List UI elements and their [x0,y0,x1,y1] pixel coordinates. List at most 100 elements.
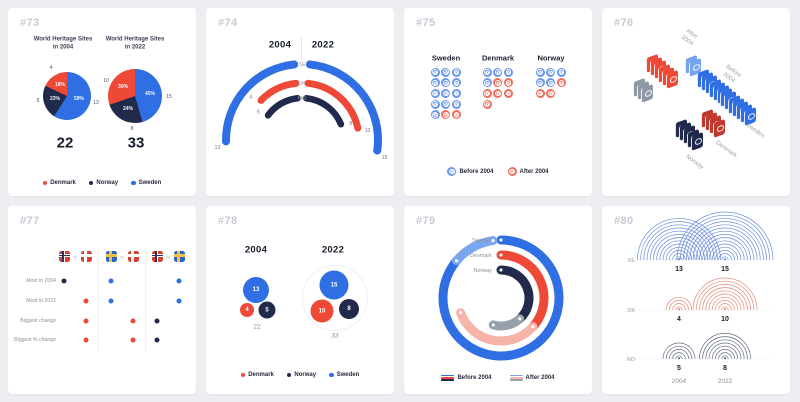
fan-arc-right [711,246,739,261]
card-74[interactable]: #74 2004 2022 SE 13 15 DK 4 10 NO 5 8 [206,8,394,196]
fan-arc-right [721,306,729,311]
winner-dot [83,318,89,324]
pie-value-label: 4 [49,65,53,71]
ring-label: Denmark [470,253,493,259]
heritage-icon [482,67,492,77]
sweden-flag [173,251,185,262]
heritage-icon [430,67,440,77]
heritage-icon [441,110,451,120]
heritage-icon [441,88,451,98]
flag-inner-cross [58,254,70,257]
fan-arc-left [649,230,709,261]
card-76[interactable]: #76 After 2004 Before 2004 Sweden Denmar… [602,8,790,196]
fan-arc-right [721,355,729,360]
fan-arc-right [689,224,761,261]
card-75[interactable]: #75 Sweden Denmark Norway Before 2004 Aft… [404,8,592,196]
radial-svg: Sweden Denmark Norway [438,235,564,361]
fan-arc-right [699,234,751,261]
heritage-icon [441,78,451,88]
pie-value-label: 15 [166,94,172,100]
column-title-denmark: Denmark [481,53,515,63]
arc-value-2022: 10 [365,128,371,134]
vs-label: vs [119,254,125,260]
row-label: Most in 2022 [26,298,56,304]
flag-inner-cross [151,254,163,257]
legend-swatch [509,374,523,381]
heritage-icon [430,99,440,109]
title-line: in 2004 [52,45,74,51]
heritage-icon [535,88,545,98]
heritage-icon [430,78,440,88]
heritage-icon [493,67,503,77]
fan-arc-right [702,237,748,261]
iso-tile [712,118,725,138]
heritage-icon [451,67,461,77]
card-78[interactable]: #78 2004 2022 13 4 5 15 10 8 22 33 Denmark Nor… [206,206,394,394]
heritage-icon [447,167,457,176]
cap-dot [531,325,535,329]
legend-dot [286,372,292,378]
title-line: World Heritage Sites [105,36,165,43]
ring-label: Sweden [472,238,492,244]
card-77[interactable]: #77 vs vs vs Most in 2004 Most in 2022 Bigges… [8,206,196,394]
title-line: in 2022 [124,45,146,51]
fan-center-dot [678,258,680,261]
cap-dot [499,238,503,242]
fan-arc-right [711,345,739,360]
card-80[interactable]: #80 SE 13 15 DK 4 10 NO 5 8 2004 2022 [602,206,790,394]
fan-arc-right [708,243,742,261]
legend-stripe [441,376,455,379]
row-label: Most in 2004 [26,278,56,284]
heritage-icon [556,78,566,88]
card-73[interactable]: #73 World Heritage Sites in 2004 World H… [8,8,196,196]
iso-tile [743,107,756,127]
legend-73: Denmark Norway Sweden [8,180,196,186]
pie-2004-title: World Heritage Sites in 2004 [34,36,93,53]
legend-stripe [509,376,523,379]
table-canvas: vs vs vs Most in 2004 Most in 2022 Biggest ch… [8,206,196,394]
legend-item: Denmark [42,180,76,186]
legend-label: Sweden [336,372,360,378]
fan-arc-right [715,250,735,261]
heritage-icon [507,167,517,176]
norway-flag [58,251,70,262]
fan-arc-right [686,221,764,261]
fan-arc-right [692,277,758,311]
legend-stripe [509,374,523,377]
legend-label: Denmark [50,180,76,186]
ring-after-sweden [452,236,498,266]
fan-arc-right [695,280,755,311]
fan-arc-left [675,256,683,261]
card-79[interactable]: #79 Sweden Denmark Norway Before 2004 After… [404,206,592,394]
picto-grid-norway [535,67,567,99]
iso-canvas [602,8,790,196]
winner-dot [176,298,182,304]
pie-value-label: 8 [130,126,134,132]
winner-dot [108,298,114,304]
fan-arc-right [718,303,732,311]
denmark-flag [127,251,139,262]
column-title-norway: Norway [537,53,565,63]
heritage-icon [441,99,451,109]
legend-78: Denmark Norway Sweden [206,372,394,378]
fan-arc-right [705,290,745,311]
total-2004: 22 [56,134,74,152]
picto-grid-sweden [430,67,462,120]
legend-label: Norway [294,372,317,378]
fan-arc-right [676,211,774,261]
arc-value-2004: 4 [249,94,252,100]
flag-cross [80,254,92,258]
legend-label: Sweden [138,180,162,186]
pie-pct-label: 45% [144,91,156,97]
pie-pct-label: 59% [73,96,85,102]
legend-79: Before 2004 After 2004 [404,374,592,381]
row-code: NO [627,357,636,363]
fan-arc-left [675,355,683,360]
pie-pct-label: 18% [54,82,66,88]
legend-item: Before 2004 [441,374,492,381]
picto-grid-denmark [482,67,514,109]
arc-value-2022: 15 [382,155,388,161]
winner-dot [83,298,89,304]
legend-label: Before 2004 [459,168,494,175]
ring-after-norway [488,314,525,331]
